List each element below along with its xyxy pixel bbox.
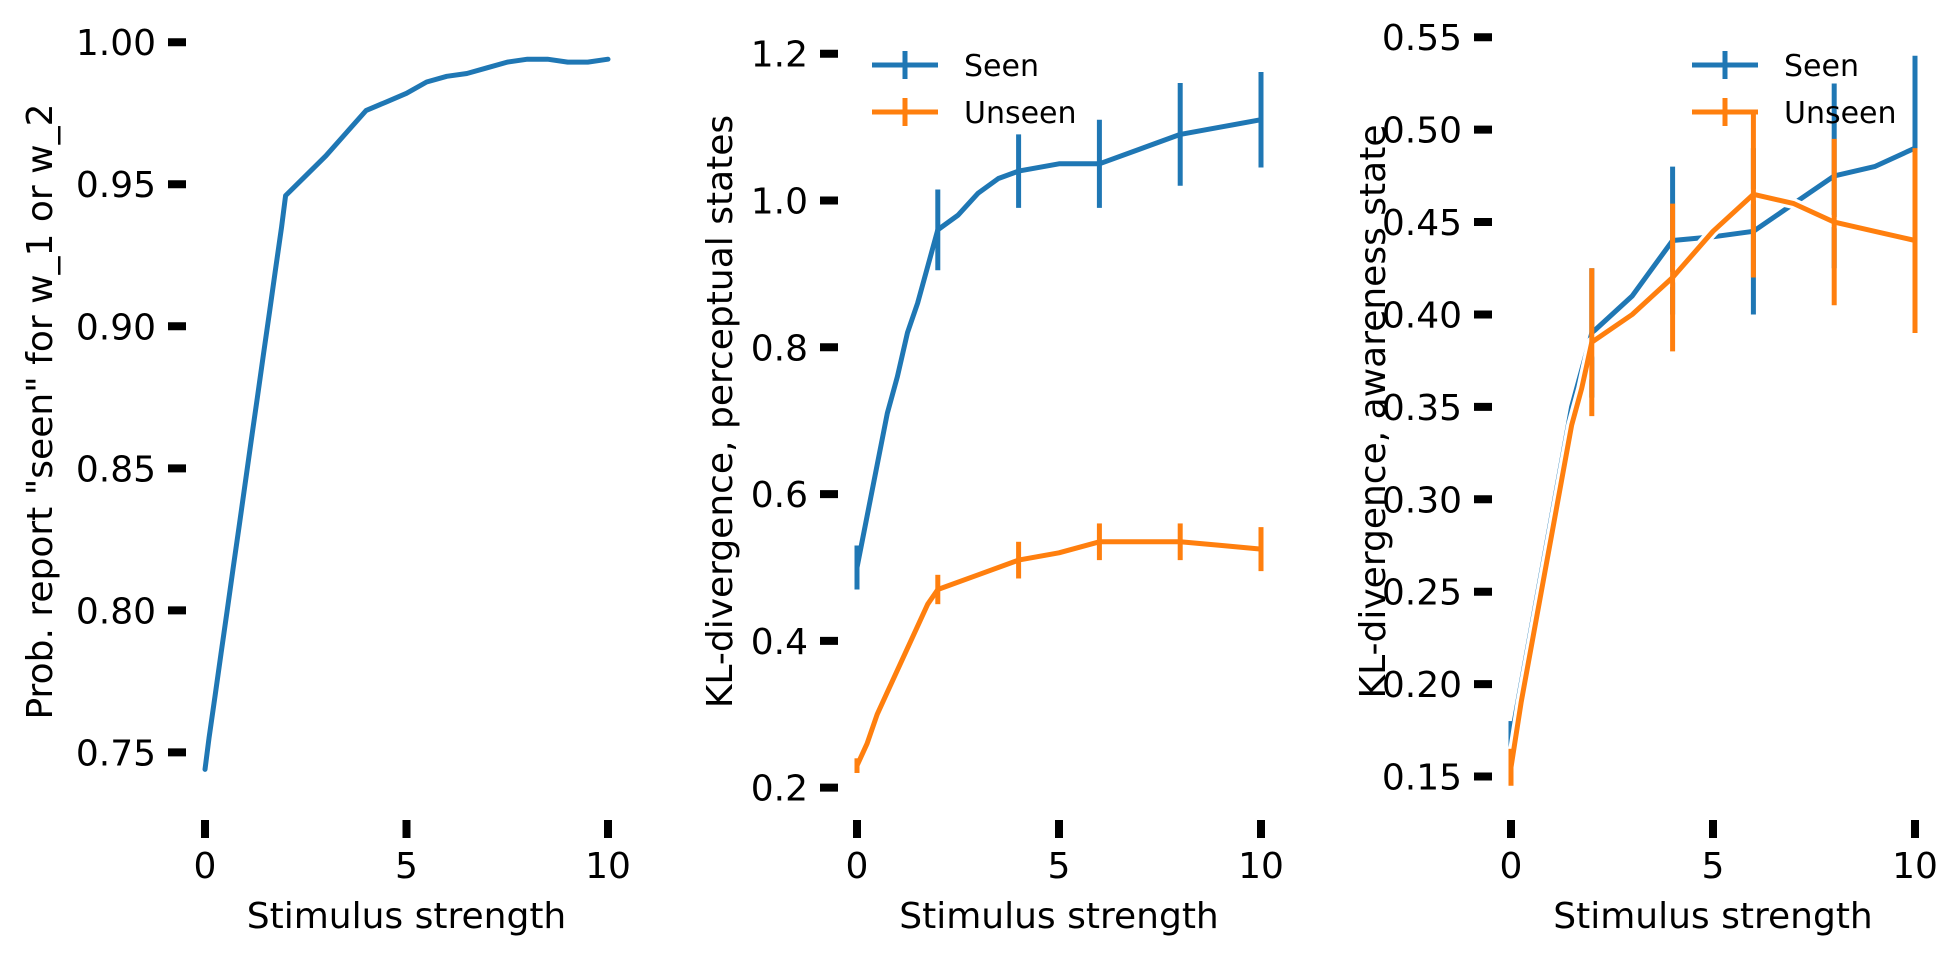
- legend-item: Unseen: [872, 96, 1077, 131]
- series-line: [854, 539, 1264, 769]
- y-tick-label: 1.00: [76, 23, 156, 64]
- series-line-halo: [199, 53, 614, 775]
- series-unseen: [1505, 111, 1921, 786]
- series-line-halo: [851, 114, 1267, 573]
- x-tick-label: 0: [1500, 846, 1523, 887]
- y-tick-label: 0.40: [1382, 295, 1462, 336]
- series-line: [854, 117, 1264, 570]
- legend: Seen Unseen: [872, 49, 1077, 131]
- y-tick-label: 0.90: [76, 307, 156, 348]
- y-tick-label: 0.80: [76, 591, 156, 632]
- legend-label: Unseen: [964, 96, 1077, 131]
- y-axis-ticks: 0.15 0.20 0.25 0.30 0.35 0.40 0.45 0.50 0.55: [1382, 18, 1492, 799]
- x-tick-label: 5: [1702, 846, 1725, 887]
- x-axis-ticks: 0 5 10: [194, 820, 631, 887]
- y-tick-label: 0.35: [1382, 388, 1462, 429]
- series-unseen: [851, 523, 1267, 773]
- series-line-halo: [1505, 188, 1921, 773]
- x-tick-label: 0: [194, 846, 217, 887]
- x-tick-label: 5: [1048, 846, 1071, 887]
- x-axis-ticks: 0 5 10: [846, 820, 1284, 887]
- legend-item: Seen: [872, 49, 1039, 84]
- y-tick-label: 1.2: [751, 35, 808, 76]
- series-seen: [851, 72, 1267, 590]
- legend: Seen Unseen: [1692, 49, 1897, 131]
- y-axis-ticks: 0.2 0.4 0.6 0.8 1.0 1.2: [751, 35, 838, 810]
- series-line: [1508, 191, 1918, 770]
- x-axis-label: Stimulus strength: [1553, 896, 1873, 937]
- x-tick-label: 5: [395, 846, 418, 887]
- y-tick-label: 0.75: [76, 733, 156, 774]
- legend-item: Seen: [1692, 49, 1859, 84]
- x-tick-label: 10: [1238, 846, 1284, 887]
- legend-label: Seen: [1784, 49, 1859, 84]
- y-tick-label: 0.4: [751, 622, 808, 663]
- legend-label: Unseen: [1784, 96, 1897, 131]
- x-axis-label: Stimulus strength: [247, 896, 567, 937]
- x-tick-label: 10: [585, 846, 631, 887]
- series-layer: [199, 53, 614, 775]
- series-layer: [851, 72, 1267, 773]
- y-tick-label: 0.20: [1382, 665, 1462, 706]
- legend-label: Seen: [964, 49, 1039, 84]
- y-axis-ticks: 0.75 0.80 0.85 0.90 0.95 1.00: [76, 23, 186, 774]
- chart-panel-perception-probability: 0 5 10 0.75 0.80 0.85 0.90 0.95 1.00 Stimulus s…: [20, 23, 631, 937]
- x-tick-label: 10: [1892, 846, 1938, 887]
- y-tick-label: 0.6: [751, 475, 808, 516]
- y-tick-label: 1.0: [751, 181, 808, 222]
- y-axis-label: KL-divergence, awareness state: [1353, 125, 1394, 699]
- y-tick-label: 0.55: [1382, 18, 1462, 59]
- y-tick-label: 0.8: [751, 328, 808, 369]
- x-tick-label: 0: [846, 846, 869, 887]
- y-tick-label: 0.85: [76, 449, 156, 490]
- x-axis-ticks: 0 5 10: [1500, 820, 1938, 887]
- y-tick-label: 0.30: [1382, 480, 1462, 521]
- y-tick-label: 0.25: [1382, 573, 1462, 614]
- y-tick-label: 0.95: [76, 165, 156, 206]
- chart-panel-kl-awareness: 0 5 10 0.15 0.20 0.25 0.30 0.35 0.40 0.45 0.50 0.5…: [1353, 18, 1938, 937]
- series-line: [202, 56, 611, 772]
- series-layer: [1505, 55, 1921, 786]
- series-line-halo: [851, 536, 1267, 772]
- x-axis-label: Stimulus strength: [899, 896, 1219, 937]
- y-tick-label: 0.45: [1382, 203, 1462, 244]
- y-axis-label: Prob. report "seen" for w_1 or w_2: [20, 103, 61, 719]
- legend-item: Unseen: [1692, 96, 1897, 131]
- chart-panel-kl-perceptual: 0 5 10 0.2 0.4 0.6 0.8 1.0 1.2 Seen Unseen Stimu…: [700, 35, 1284, 937]
- y-tick-label: 0.2: [751, 769, 808, 810]
- y-tick-label: 0.15: [1382, 758, 1462, 799]
- series-line: [199, 53, 614, 775]
- y-axis-label: KL-divergence, perceptual states: [700, 115, 741, 708]
- y-tick-label: 0.50: [1382, 111, 1462, 152]
